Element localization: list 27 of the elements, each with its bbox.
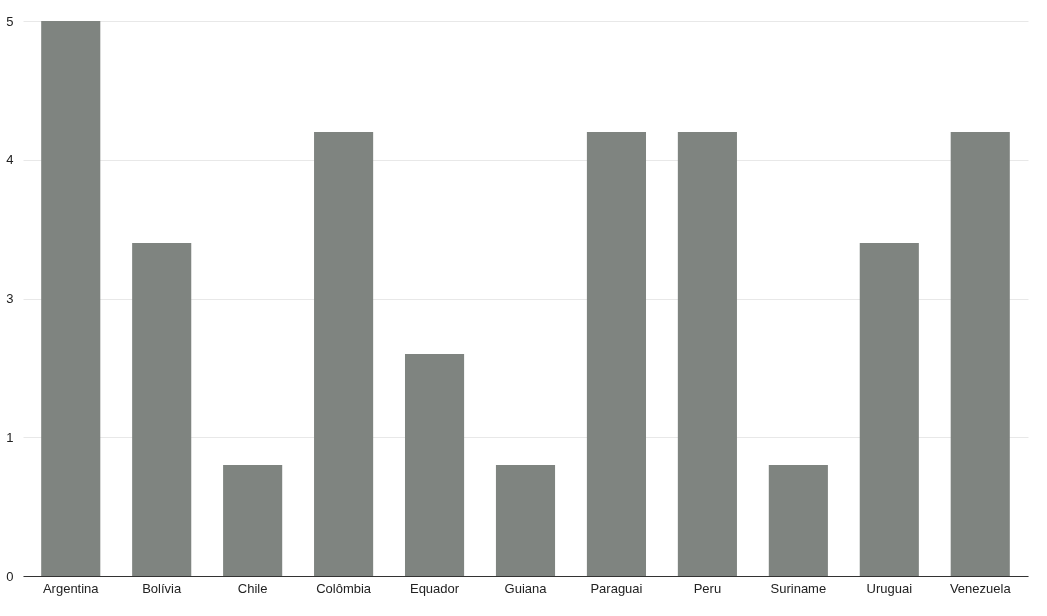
x-tick-label: Equador xyxy=(409,580,460,596)
x-tick-label: Suriname xyxy=(770,580,827,596)
x-tick-label: Venezuela xyxy=(949,580,1012,596)
y-tick-label: 5 xyxy=(6,13,14,29)
y-tick-label: 3 xyxy=(6,291,14,306)
x-tick-label: Uruguai xyxy=(866,580,913,596)
bar xyxy=(223,465,283,576)
y-tick-label: 0 xyxy=(6,568,14,584)
bar xyxy=(768,465,828,576)
x-tick-label: Chile xyxy=(237,580,268,596)
x-tick-label: Bolívia xyxy=(142,580,182,596)
y-tick-label: 1 xyxy=(6,429,14,445)
bar xyxy=(586,132,647,576)
bar xyxy=(41,21,101,576)
bar xyxy=(314,132,374,576)
bar xyxy=(950,132,1010,576)
x-tick-label: Peru xyxy=(693,580,722,596)
y-tick-label: 4 xyxy=(6,152,14,168)
x-tick-label: Paraguai xyxy=(590,580,643,596)
bar xyxy=(677,132,737,576)
bar xyxy=(859,243,919,576)
bar xyxy=(404,354,465,576)
x-tick-label: Argentina xyxy=(42,580,100,596)
x-tick-label: Colômbia xyxy=(316,580,372,596)
x-tick-label: Guiana xyxy=(504,580,548,596)
bar xyxy=(495,465,556,576)
bar xyxy=(132,243,192,576)
